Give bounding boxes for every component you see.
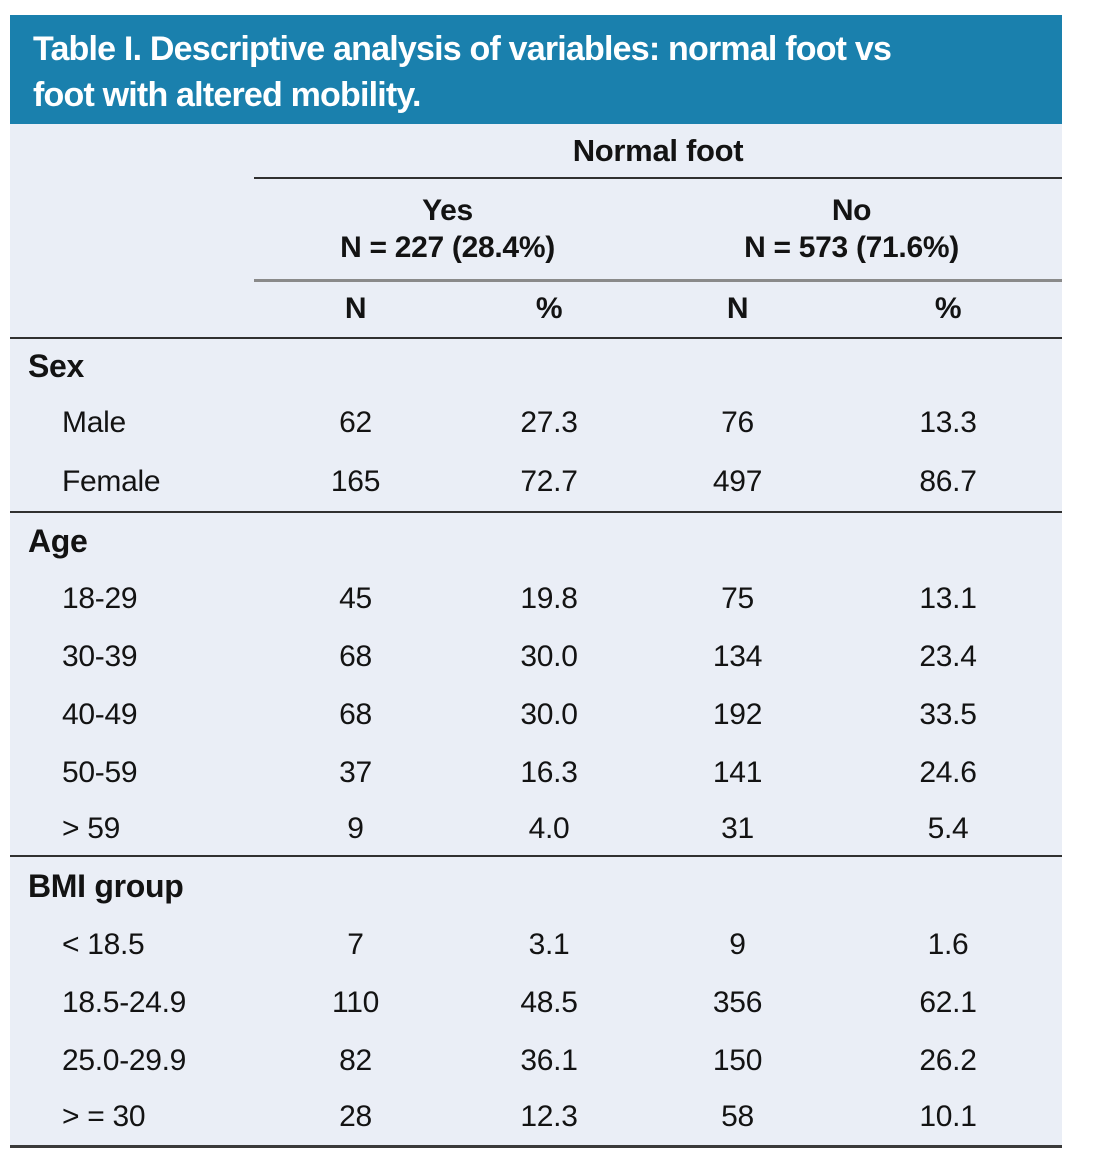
cell-value: 9 xyxy=(254,802,457,857)
cell-value: 28 xyxy=(254,1090,457,1148)
cell-value: 86.7 xyxy=(834,452,1063,513)
table-row: 18-29 45 19.8 75 13.1 xyxy=(10,570,1062,628)
table-row: 30-39 68 30.0 134 23.4 xyxy=(10,628,1062,686)
table-title-banner: Table I. Descriptive analysis of variabl… xyxy=(10,15,1062,124)
cell-value: 27.3 xyxy=(520,406,578,439)
cell-value: 13.1 xyxy=(919,582,977,615)
group-header-normal-foot: Normal foot xyxy=(254,124,1063,179)
spacer-cell xyxy=(10,124,254,178)
table-row: Male 62 27.3 76 13.3 xyxy=(10,394,1062,452)
cell-value: 141 xyxy=(712,756,763,789)
cell-value: 31 xyxy=(641,802,834,857)
cell-value: 4.0 xyxy=(457,802,641,857)
cell-value: 30.0 xyxy=(520,698,578,731)
table-row: Female 165 72.7 497 86.7 xyxy=(10,452,1063,513)
section-header-row-age: Age xyxy=(10,512,1062,570)
cell-value: 36.1 xyxy=(520,1044,578,1077)
cell-value: 12.3 xyxy=(457,1090,641,1148)
spacer-cell xyxy=(10,178,254,280)
cell-value: 7 xyxy=(347,928,364,961)
table-row: 40-49 68 30.0 192 33.5 xyxy=(10,686,1062,744)
col-header-n-no: N xyxy=(641,280,834,339)
cell-value: 13.3 xyxy=(919,406,977,439)
subgroup-yes-label: Yes xyxy=(422,193,473,227)
descriptive-analysis-table: Normal foot Yes N = 227 (28.4%) No N = 5… xyxy=(10,124,1063,1148)
table-title-line-2: foot with altered mobility. xyxy=(33,76,421,114)
cell-value: 68 xyxy=(339,640,372,673)
row-label-female: Female xyxy=(10,452,254,513)
cell-value: 58 xyxy=(641,1090,834,1148)
subgroup-no-cell: No N = 573 (71.6%) xyxy=(641,178,1063,282)
cell-value: 356 xyxy=(712,986,763,1019)
cell-value: 33.5 xyxy=(919,698,977,731)
cell-value: 76 xyxy=(721,406,754,439)
col-header-n-yes: N xyxy=(254,280,457,339)
table-row: 25.0-29.9 82 36.1 150 26.2 xyxy=(10,1032,1062,1090)
section-header-row-sex: Sex xyxy=(10,338,1062,394)
cell-value: 1.6 xyxy=(927,928,969,961)
column-header-row: N % N % xyxy=(10,280,1063,339)
cell-value: 134 xyxy=(712,640,763,673)
cell-value: 48.5 xyxy=(520,986,578,1019)
row-label-25-0-29-9: 25.0-29.9 xyxy=(62,1044,187,1077)
row-label-male: Male xyxy=(62,406,126,439)
table-row: 18.5-24.9 110 48.5 356 62.1 xyxy=(10,974,1062,1032)
table-row: < 18.5 7 3.1 9 1.6 xyxy=(10,916,1062,974)
cell-value: 26.2 xyxy=(919,1044,977,1077)
cell-value: 3.1 xyxy=(528,928,570,961)
table-row: > = 30 28 12.3 58 10.1 xyxy=(10,1090,1063,1148)
cell-value: 30.0 xyxy=(520,640,578,673)
cell-value: 72.7 xyxy=(457,452,641,513)
subgroup-yes-cell: Yes N = 227 (28.4%) xyxy=(254,178,641,282)
row-label-50-59: 50-59 xyxy=(62,756,138,789)
row-label-30-39: 30-39 xyxy=(62,640,138,673)
cell-value: 497 xyxy=(641,452,834,513)
cell-value: 9 xyxy=(729,928,746,961)
cell-value: 23.4 xyxy=(919,640,977,673)
cell-value: 24.6 xyxy=(919,756,977,789)
cell-value: 150 xyxy=(712,1044,763,1077)
cell-value: 110 xyxy=(332,986,379,1019)
section-header-row-bmi: BMI group xyxy=(10,856,1062,916)
subgroup-yes-count: N = 227 (28.4%) xyxy=(340,230,555,264)
table-row: > 59 9 4.0 31 5.4 xyxy=(10,802,1063,857)
cell-value: 62.1 xyxy=(919,986,977,1019)
cell-value: 45 xyxy=(339,582,372,615)
cell-value: 19.8 xyxy=(520,582,578,615)
table-card: Table I. Descriptive analysis of variabl… xyxy=(10,15,1063,1148)
table-row: 50-59 37 16.3 141 24.6 xyxy=(10,744,1062,802)
row-label-under-18-5: < 18.5 xyxy=(62,928,145,961)
subgroup-header-row: Yes N = 227 (28.4%) No N = 573 (71.6%) xyxy=(10,178,1063,282)
row-label-18-29: 18-29 xyxy=(62,582,138,615)
section-header-bmi-group: BMI group xyxy=(28,868,184,904)
cell-value: 68 xyxy=(339,698,372,731)
subgroup-no-label: No xyxy=(831,193,872,227)
col-header-pct-yes: % xyxy=(457,280,641,339)
col-header-pct-no: % xyxy=(834,280,1063,339)
cell-value: 16.3 xyxy=(520,756,578,789)
row-label-over-59: > 59 xyxy=(10,802,254,857)
cell-value: 37 xyxy=(339,756,372,789)
row-label-30-plus: > = 30 xyxy=(10,1090,254,1148)
table-title-line-1: Table I. Descriptive analysis of variabl… xyxy=(33,30,892,68)
cell-value: 82 xyxy=(339,1044,372,1077)
cell-value: 165 xyxy=(254,452,457,513)
group-header-row: Normal foot xyxy=(10,124,1063,179)
cell-value: 5.4 xyxy=(834,802,1063,857)
cell-value: 10.1 xyxy=(834,1090,1063,1148)
row-label-18-5-24-9: 18.5-24.9 xyxy=(62,986,187,1019)
spacer-cell xyxy=(10,280,254,339)
section-header-age: Age xyxy=(28,523,88,559)
section-header-sex: Sex xyxy=(28,348,85,384)
cell-value: 75 xyxy=(721,582,754,615)
subgroup-no-count: N = 573 (71.6%) xyxy=(744,230,959,264)
row-label-40-49: 40-49 xyxy=(62,698,138,731)
cell-value: 62 xyxy=(339,406,372,439)
cell-value: 192 xyxy=(712,698,763,731)
